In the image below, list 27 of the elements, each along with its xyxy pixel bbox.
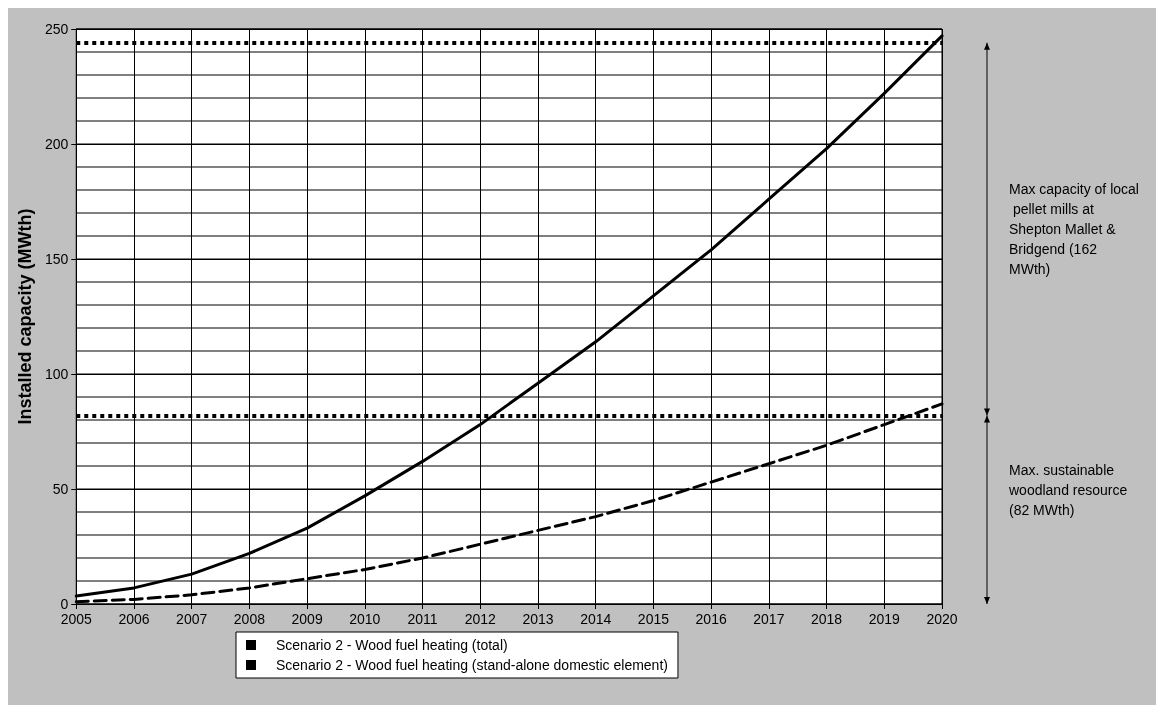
x-tick-label: 2015 bbox=[637, 611, 670, 627]
y-axis-title: Installed capacity (MWth) bbox=[15, 208, 35, 425]
x-tick-label: 2019 bbox=[868, 611, 901, 627]
x-tick-label: 2013 bbox=[522, 611, 554, 627]
x-tick-label: 2007 bbox=[176, 611, 208, 627]
x-tick-label: 2018 bbox=[810, 611, 843, 627]
y-tick-label: 50 bbox=[52, 481, 69, 497]
y-tick-label: 100 bbox=[44, 366, 69, 382]
x-tick-label: 2016 bbox=[695, 611, 727, 627]
legend-label: Scenario 2 - Wood fuel heating (stand-alone domestic element) bbox=[276, 657, 668, 673]
y-tick-label: 0 bbox=[60, 596, 69, 612]
x-tick-label: 2006 bbox=[118, 611, 150, 627]
x-tick-label: 2017 bbox=[753, 611, 785, 627]
x-tick-label: 2008 bbox=[233, 611, 266, 627]
x-tick-label: 2010 bbox=[349, 611, 381, 627]
y-tick-label: 250 bbox=[44, 21, 69, 37]
legend-label: Scenario 2 - Wood fuel heating (total) bbox=[276, 637, 508, 653]
x-tick-label: 2005 bbox=[60, 611, 93, 627]
x-tick-label: 2011 bbox=[407, 611, 438, 627]
x-tick-label: 2012 bbox=[464, 611, 497, 627]
x-tick-label: 2009 bbox=[291, 611, 323, 627]
text: Max. sustainable woodland resource (82 MWth) bbox=[1008, 461, 1132, 518]
text: Max capacity of local pellet mills at Shepton Mallet & Bridgend (162 MWth) bbox=[1009, 181, 1139, 278]
x-tick-label: 2014 bbox=[580, 611, 612, 627]
x-tick-label: 2020 bbox=[926, 611, 958, 627]
y-tick-label: 150 bbox=[44, 251, 69, 267]
y-tick-label: 200 bbox=[44, 136, 69, 152]
